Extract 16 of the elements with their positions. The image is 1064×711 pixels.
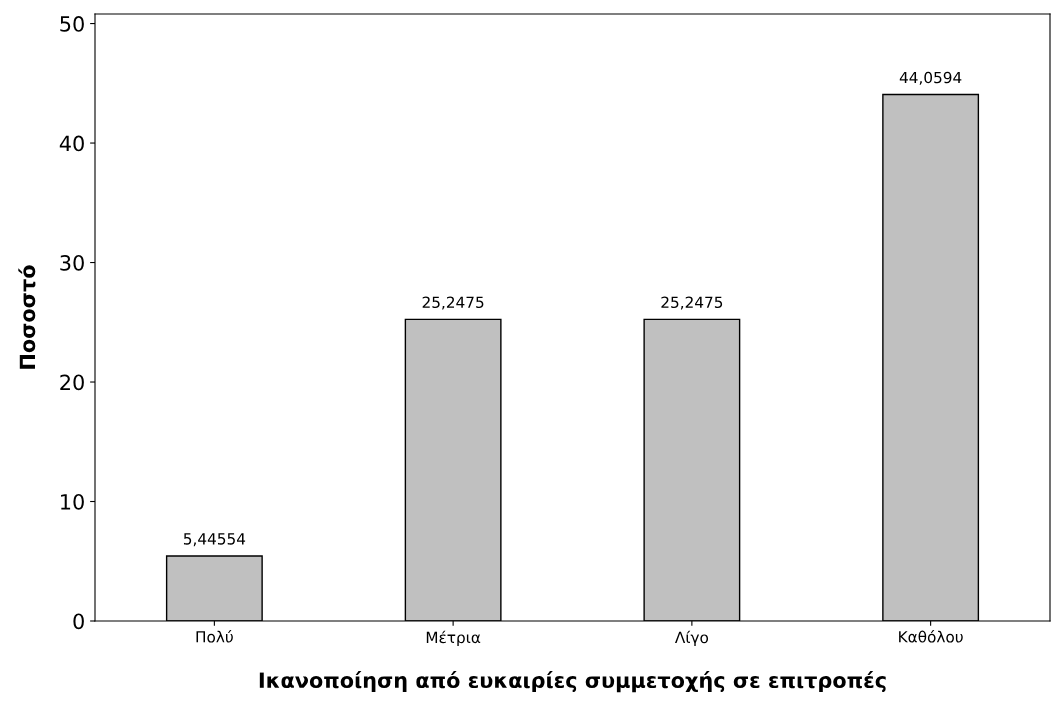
- x-axis-title: Ικανοποίηση από ευκαιρίες συμμετοχής σε επιτροπές: [259, 671, 886, 693]
- data-label: 25,2475: [661, 296, 723, 310]
- y-tick-label: 20: [60, 374, 84, 391]
- y-axis-title: Ποσοστό: [18, 265, 36, 369]
- y-tick-label: 10: [61, 493, 84, 510]
- data-label: 44,0594: [899, 71, 962, 85]
- y-tick-label: 0: [73, 613, 84, 630]
- x-tick-label: Λίγο: [674, 630, 709, 647]
- y-tick-label: 30: [60, 254, 84, 271]
- x-tick-label: Πολύ: [196, 630, 233, 643]
- y-tick-label: 40: [59, 135, 84, 152]
- y-tick-label: 50: [60, 16, 84, 32]
- data-label: 25,2475: [422, 296, 484, 310]
- x-tick-label: Καθόλου: [899, 630, 963, 643]
- data-label: 5,44554: [183, 533, 246, 547]
- x-tick-label: Μέτρια: [426, 630, 481, 647]
